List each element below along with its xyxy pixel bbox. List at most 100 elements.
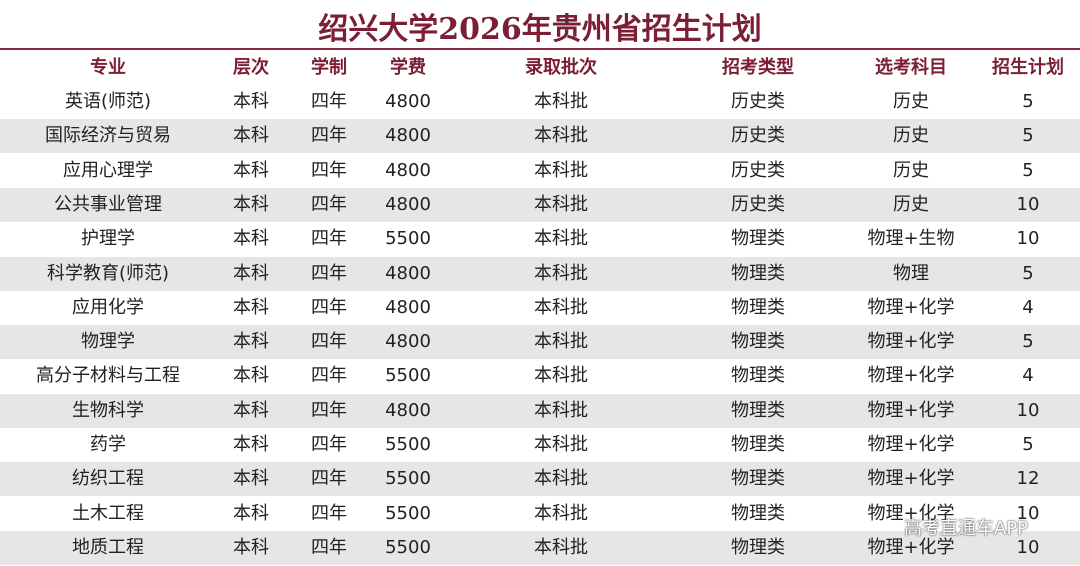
table-row: 生物科学 本科 四年 4800 本科批 物理类 物理+化学 10 — [0, 393, 1080, 428]
table-cell: 本科批 — [534, 193, 588, 215]
table-cell: 四年 — [311, 468, 347, 490]
table-cell: 物理+化学 — [867, 296, 955, 318]
table-cell: 5 — [1022, 159, 1034, 181]
table-cell: 本科批 — [534, 434, 588, 455]
table-cell: 高分子材料与工程 — [36, 365, 180, 387]
table-row: 纺织工程 本科 四年 5500 本科批 物理类 物理+化学 12 — [0, 462, 1080, 497]
table-cell: 四年 — [311, 228, 347, 250]
table-cell: 四年 — [311, 399, 347, 421]
table-cell: 四年 — [311, 296, 347, 318]
table-row: 专业 层次 学制 学费 录取批次 招考类型 选考科目 招生计划 — [0, 51, 1080, 85]
table-cell: 应用化学 — [72, 296, 144, 318]
table-cell: 物理类 — [731, 502, 785, 524]
table-cell: 物理类 — [731, 331, 785, 353]
table-cell: 药学 — [90, 434, 126, 455]
table-cell: 地质工程 — [72, 536, 144, 558]
table-cell: 5 — [1022, 262, 1034, 284]
table-row: 国际经济与贸易 本科 四年 4800 本科批 历史类 历史 5 — [0, 119, 1080, 154]
table-cell: 本科 — [233, 228, 269, 250]
table-cell: 5500 — [385, 468, 431, 490]
table-cell: 4800 — [385, 331, 431, 353]
table-cell: 应用心理学 — [63, 159, 153, 181]
table-cell: 本科批 — [534, 91, 588, 112]
table-cell: 本科 — [233, 331, 269, 353]
table-cell: 历史类 — [731, 193, 785, 215]
table-cell: 历史 — [893, 193, 929, 215]
table-cell: 本科批 — [534, 536, 588, 558]
table-row: 应用化学 本科 四年 4800 本科批 物理类 物理+化学 4 — [0, 291, 1080, 325]
table-row: 药学 本科 四年 5500 本科批 物理类 物理+化学 5 — [0, 428, 1080, 462]
table-cell: 物理类 — [731, 399, 785, 421]
table-cell: 本科批 — [534, 399, 588, 421]
table-cell: 本科批 — [534, 331, 588, 353]
table-cell: 5500 — [385, 536, 431, 558]
title: 绍兴大学2026年贵州省招生计划 — [318, 12, 762, 47]
table-cell: 4800 — [385, 159, 431, 181]
table-cell: 物理类 — [731, 262, 785, 284]
table-cell: 选考科目 — [875, 57, 947, 78]
table-cell: 学制 — [311, 57, 347, 78]
table-cell: 10 — [1016, 536, 1040, 558]
table-cell: 历史 — [893, 125, 929, 147]
table-cell: 本科批 — [534, 502, 588, 524]
table-cell: 四年 — [311, 434, 347, 455]
table-cell: 国际经济与贸易 — [45, 125, 171, 147]
table-cell: 本科 — [233, 434, 269, 455]
table-cell: 历史 — [893, 159, 929, 181]
table-cell: 5500 — [385, 502, 431, 524]
table-cell: 公共事业管理 — [54, 193, 162, 215]
table-cell: 物理+化学 — [867, 468, 955, 490]
table-cell: 本科 — [233, 159, 269, 181]
table-cell: 4800 — [385, 262, 431, 284]
table-cell: 四年 — [311, 91, 347, 112]
table-cell: 护理学 — [81, 228, 135, 250]
table-cell: 本科批 — [534, 159, 588, 181]
table-cell: 本科 — [233, 468, 269, 490]
table-cell: 历史类 — [731, 125, 785, 147]
table-cell: 物理+化学 — [867, 434, 955, 455]
table-cell: 物理类 — [731, 536, 785, 558]
table-cell: 本科 — [233, 365, 269, 387]
table-cell: 4800 — [385, 193, 431, 215]
table-cell: 物理+生物 — [867, 228, 955, 250]
rule — [0, 48, 1080, 50]
table-cell: 4 — [1022, 365, 1034, 387]
table-cell: 本科批 — [534, 228, 588, 250]
watermark: 高考直通车APP — [904, 518, 1029, 539]
table-cell: 10 — [1016, 228, 1040, 250]
table-cell: 本科 — [233, 536, 269, 558]
table-cell: 四年 — [311, 159, 347, 181]
table-cell: 英语(师范) — [64, 91, 152, 112]
table-cell: 本科 — [233, 193, 269, 215]
table-row: 科学教育(师范) 本科 四年 4800 本科批 物理类 物理 5 — [0, 256, 1080, 291]
table-cell: 四年 — [311, 502, 347, 524]
table-cell: 录取批次 — [525, 57, 597, 78]
table-cell: 物理+化学 — [867, 399, 955, 421]
table-cell: 招生计划 — [992, 57, 1064, 78]
table-row: 应用心理学 本科 四年 4800 本科批 历史类 历史 5 — [0, 154, 1080, 188]
table-cell: 物理 — [893, 262, 929, 284]
table-cell: 四年 — [311, 536, 347, 558]
table-cell: 10 — [1016, 502, 1040, 524]
table-cell: 5500 — [385, 365, 431, 387]
table-cell: 物理类 — [731, 228, 785, 250]
table-cell: 纺织工程 — [72, 468, 144, 490]
table-row: 土木工程 本科 四年 5500 本科批 物理类 物理+化学 10 — [0, 497, 1080, 531]
table-cell: 4800 — [385, 399, 431, 421]
table-cell: 物理类 — [731, 468, 785, 490]
table-cell: 物理+化学 — [867, 502, 955, 524]
table-cell: 物理+化学 — [867, 365, 955, 387]
table-cell: 本科批 — [534, 262, 588, 284]
table-row: 高分子材料与工程 本科 四年 5500 本科批 物理类 物理+化学 4 — [0, 359, 1080, 393]
table-cell: 物理+化学 — [867, 331, 955, 353]
table-cell: 专业 — [90, 57, 126, 78]
table-cell: 物理学 — [81, 331, 135, 353]
table-cell: 10 — [1016, 193, 1040, 215]
table-row: 英语(师范) 本科 四年 4800 本科批 历史类 历史 5 — [0, 85, 1080, 119]
table-cell: 4800 — [385, 125, 431, 147]
table-cell: 历史类 — [731, 91, 785, 112]
table-cell: 本科批 — [534, 296, 588, 318]
table-cell: 4800 — [385, 296, 431, 318]
table-cell: 本科批 — [534, 365, 588, 387]
